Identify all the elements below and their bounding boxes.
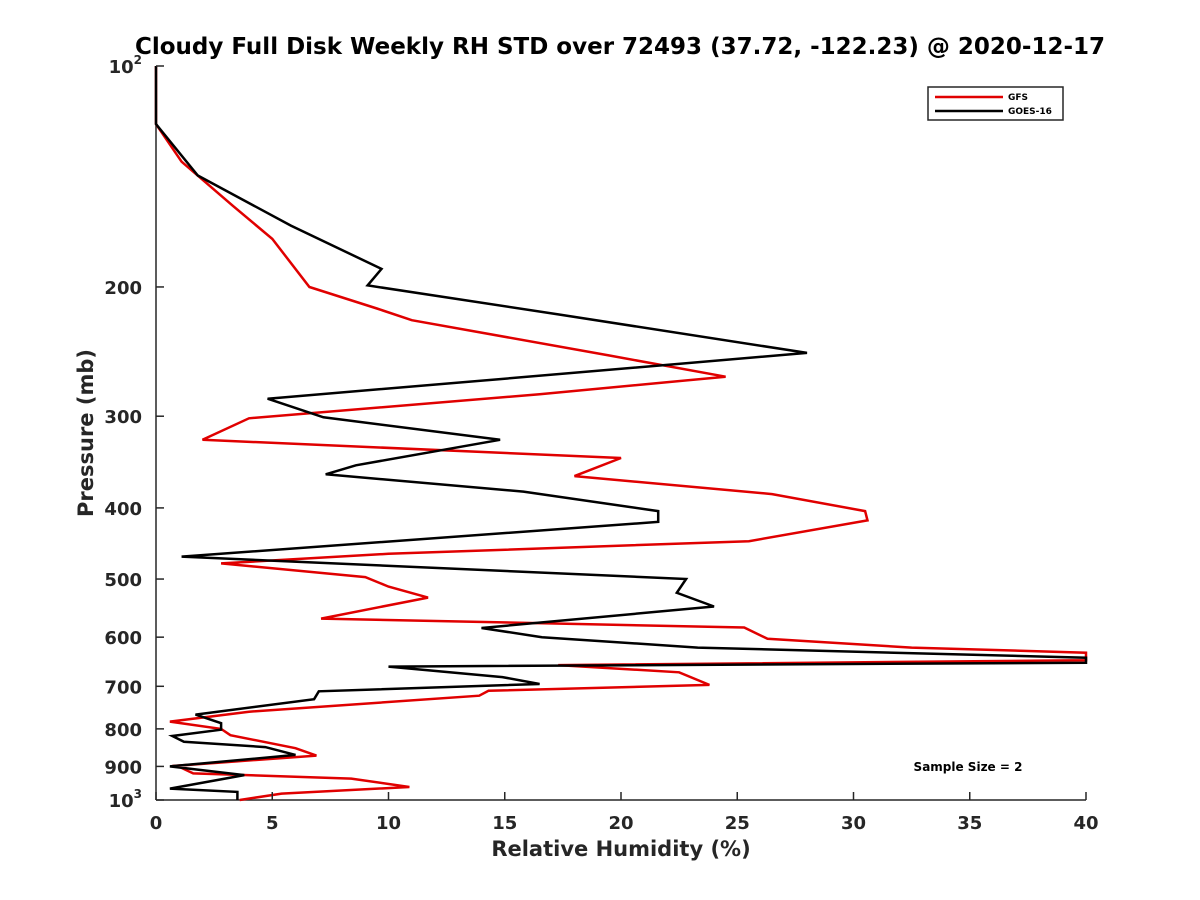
x-axis-label: Relative Humidity (%) <box>491 837 750 861</box>
x-tick-label: 25 <box>725 813 750 834</box>
y-tick-label: 900 <box>104 757 142 778</box>
plot-area <box>154 66 1088 802</box>
x-tick-label: 35 <box>957 813 982 834</box>
chart-title: Cloudy Full Disk Weekly RH STD over 7249… <box>135 34 1105 60</box>
x-tick-label: 10 <box>376 813 401 834</box>
y-tick-label: 103 <box>109 787 142 812</box>
x-tick-label: 30 <box>841 813 866 834</box>
legend: GFS GOES-16 <box>927 86 1064 121</box>
legend-box <box>927 86 1064 121</box>
y-tick-label: 300 <box>104 407 142 428</box>
x-tick-label: 0 <box>150 813 163 834</box>
series-line-goes16 <box>154 66 1088 800</box>
y-tick-label: 800 <box>104 720 142 741</box>
y-tick-label: 700 <box>104 677 142 698</box>
y-tick-label: 600 <box>104 628 142 649</box>
y-tick-label: 400 <box>104 499 142 520</box>
x-tick-label: 40 <box>1073 813 1098 834</box>
y-tick-label: 500 <box>104 570 142 591</box>
y-tick-label: 102 <box>109 53 142 78</box>
legend-label-goes16: GOES-16 <box>1008 107 1052 117</box>
y-tick-label: 200 <box>104 278 142 299</box>
x-tick-label: 15 <box>492 813 517 834</box>
series-layer <box>154 66 1088 802</box>
y-axis-label: Pressure (mb) <box>74 349 98 517</box>
x-axis-ticks: 0 5 10 15 20 25 30 35 40 <box>150 792 1099 834</box>
series-line-gfs <box>154 66 1088 802</box>
legend-label-gfs: GFS <box>1008 93 1028 103</box>
x-tick-label: 20 <box>608 813 633 834</box>
x-tick-label: 5 <box>266 813 279 834</box>
sample-size-annotation: Sample Size = 2 <box>914 760 1023 774</box>
y-axis-ticks: 102 200 300 400 500 600 700 800 900 103 <box>104 53 164 812</box>
